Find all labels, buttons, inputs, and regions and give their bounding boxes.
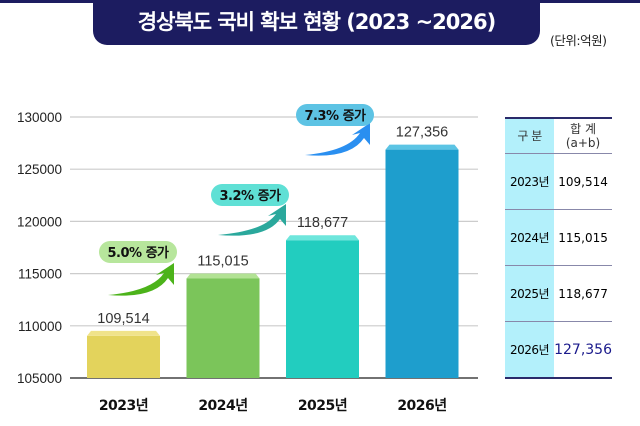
table-header: 구 분 합 계 (a+b) — [505, 117, 612, 154]
growth-badge-label: 3.2% 증가 — [219, 189, 281, 204]
data-label: 127,356 — [396, 125, 448, 141]
title-banner: 경상북도 국비 확보 현황 (2023 ~2026) — [93, 0, 540, 45]
x-tick-label: 2023년 — [99, 398, 148, 414]
header-total-label: 합 계 — [570, 122, 596, 136]
growth-arrow-icon — [218, 204, 286, 236]
growth-badge — [296, 104, 374, 126]
y-tick-label: 130000 — [17, 110, 62, 125]
table-row: 2024년 115,015 — [505, 209, 612, 266]
bar — [186, 278, 260, 378]
growth-badge — [211, 184, 289, 206]
page-title: 경상북도 국비 확보 현황 (2023 ~2026) — [137, 10, 496, 34]
bar-top-cap — [385, 144, 459, 150]
growth-arrow-icon — [108, 263, 174, 296]
bar — [286, 240, 359, 378]
row-year: 2025년 — [505, 265, 555, 322]
bar-top-cap — [87, 330, 160, 336]
bar-top-cap — [186, 273, 260, 279]
bar — [87, 335, 160, 378]
x-tick-label: 2024년 — [198, 398, 247, 414]
header-category: 구 분 — [505, 117, 555, 154]
data-label: 118,677 — [297, 215, 348, 231]
x-tick-label: 2025년 — [298, 398, 347, 414]
row-total: 127,356 — [554, 321, 612, 379]
y-tick-label: 105000 — [17, 371, 62, 386]
row-year: 2024년 — [505, 209, 555, 266]
table-row: 2025년 118,677 — [505, 265, 612, 322]
summary-table: 구 분 합 계 (a+b) 2023년 109,514 2024년 115,015 2… — [505, 117, 612, 379]
header-total-sub: (a+b) — [565, 136, 601, 150]
y-tick-label: 125000 — [17, 162, 62, 177]
growth-badge-label: 5.0% 증가 — [107, 246, 169, 261]
data-label: 115,015 — [197, 253, 248, 269]
data-label: 109,514 — [97, 311, 149, 327]
growth-arrow-icon — [305, 123, 370, 156]
growth-badge-label: 7.3% 증가 — [304, 109, 366, 124]
row-year: 2023년 — [505, 153, 555, 210]
row-total: 118,677 — [554, 265, 612, 322]
table-row: 2026년 127,356 — [505, 321, 612, 379]
row-total: 109,514 — [554, 153, 612, 210]
unit-label: (단위:억원) — [550, 33, 607, 48]
y-tick-label: 115000 — [18, 267, 62, 282]
y-tick-label: 120000 — [17, 214, 62, 229]
table-row: 2023년 109,514 — [505, 153, 612, 210]
growth-badge — [99, 241, 177, 263]
y-tick-label: 110000 — [18, 319, 62, 334]
bar — [385, 149, 459, 378]
row-year: 2026년 — [505, 321, 555, 379]
header-total: 합 계 (a+b) — [554, 117, 612, 154]
bar-top-cap — [286, 235, 359, 241]
row-total: 115,015 — [554, 209, 612, 266]
x-tick-label: 2026년 — [397, 398, 446, 414]
